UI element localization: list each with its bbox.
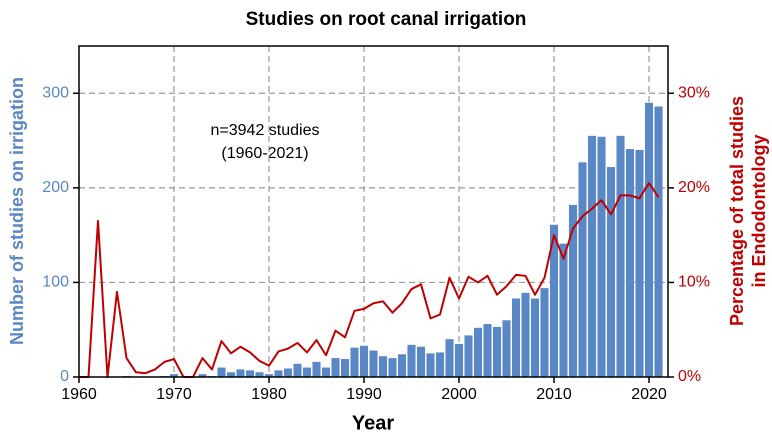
bar xyxy=(473,327,483,377)
y-tick-label: 300 xyxy=(42,85,69,102)
bar xyxy=(350,347,359,377)
bar xyxy=(236,369,245,377)
bar xyxy=(331,358,340,377)
bar xyxy=(559,243,568,377)
bar xyxy=(578,162,587,377)
bar xyxy=(521,292,530,377)
bar xyxy=(369,350,378,377)
y2-axis-label: in Endodontology xyxy=(749,135,769,288)
bar xyxy=(606,167,616,377)
bar xyxy=(274,370,283,377)
bar xyxy=(426,353,435,377)
bar xyxy=(540,288,549,377)
bar xyxy=(226,372,236,377)
x-tick-label: 2020 xyxy=(631,386,667,403)
bar xyxy=(217,367,226,377)
y2-tick-label: 10% xyxy=(678,274,710,291)
bar xyxy=(416,346,426,377)
bar xyxy=(530,298,540,377)
x-axis-label: Year xyxy=(352,412,394,434)
y-axis-label: Number of studies on irrigation xyxy=(7,77,27,345)
bar xyxy=(464,335,473,377)
bar xyxy=(340,359,350,377)
y2-tick-label: 20% xyxy=(678,179,710,196)
bar xyxy=(245,370,255,377)
y2-tick-label: 0% xyxy=(678,368,701,385)
bar xyxy=(312,361,321,377)
bar xyxy=(483,324,492,377)
bar xyxy=(454,343,464,377)
bar xyxy=(549,224,559,377)
bar xyxy=(302,367,312,377)
x-tick-label: 2010 xyxy=(536,386,572,403)
bar xyxy=(625,149,635,377)
bar xyxy=(255,372,264,377)
bar xyxy=(616,135,625,377)
bar xyxy=(359,345,369,377)
x-tick-label: 1980 xyxy=(251,386,287,403)
bar xyxy=(378,356,388,377)
y2-tick-label: 30% xyxy=(678,85,710,102)
line xyxy=(79,182,660,378)
y-tick-label: 0 xyxy=(60,368,69,385)
bar xyxy=(597,136,606,377)
annotation: (1960-2021) xyxy=(221,145,308,162)
bar xyxy=(502,320,511,377)
bar xyxy=(492,326,502,377)
bar xyxy=(511,298,521,377)
bar xyxy=(264,374,274,377)
x-tick-label: 2000 xyxy=(441,386,477,403)
bar xyxy=(407,344,416,377)
bar xyxy=(397,354,407,377)
bar xyxy=(445,339,454,377)
y-tick-label: 200 xyxy=(42,179,69,196)
bar xyxy=(644,102,654,377)
x-tick-label: 1990 xyxy=(346,386,382,403)
annotation: n=3942 studies xyxy=(211,122,320,139)
bar xyxy=(293,363,302,377)
bar xyxy=(568,204,578,377)
bar xyxy=(654,106,663,378)
x-tick-label: 1960 xyxy=(61,386,97,403)
bar xyxy=(321,367,331,377)
bar xyxy=(587,135,597,377)
bar xyxy=(169,374,179,377)
bar xyxy=(283,368,293,377)
x-tick-label: 1970 xyxy=(156,386,192,403)
bar xyxy=(388,358,397,377)
plot-frame xyxy=(78,45,669,378)
chart-title: Studies on root canal irrigation xyxy=(246,9,527,30)
bar xyxy=(198,374,207,377)
y-tick-label: 100 xyxy=(42,274,69,291)
bar xyxy=(435,352,445,377)
bar xyxy=(635,150,644,377)
y2-axis-label: Percentage of total studies xyxy=(727,96,747,326)
